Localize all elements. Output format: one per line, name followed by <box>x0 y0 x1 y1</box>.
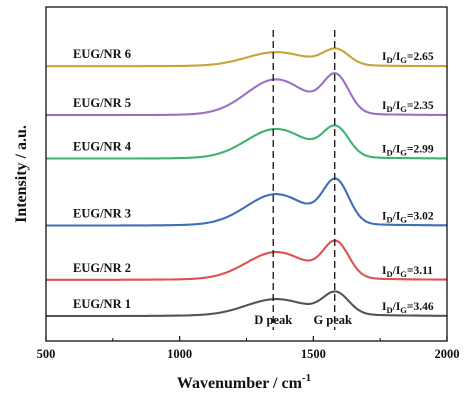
x-axis-label-sup: -1 <box>302 372 311 384</box>
series-line <box>46 177 447 227</box>
d-peak-label: D peak <box>254 313 292 327</box>
series-name-label: EUG/NR 5 <box>73 96 131 110</box>
series-line <box>46 47 447 68</box>
g-peak-label: G peak <box>313 313 352 327</box>
series-name-label: EUG/NR 6 <box>73 47 131 61</box>
ratio-label: ID/IG=2.35 <box>382 100 434 114</box>
x-axis-label-main: Wavenumber / cm <box>177 375 303 392</box>
series-name-label: EUG/NR 4 <box>73 140 132 154</box>
x-axis-ticks: 500 1000 1500 2000 <box>37 336 460 361</box>
ratio-label: ID/IG=3.46 <box>382 301 434 315</box>
x-tick-label: 1000 <box>167 347 192 361</box>
ratio-label: ID/IG=2.99 <box>382 144 434 158</box>
x-tick-label: 1500 <box>301 347 326 361</box>
series-name-label: EUG/NR 3 <box>73 207 131 221</box>
ratio-label: ID/IG=2.65 <box>382 51 434 65</box>
series-line <box>46 290 447 318</box>
series-line <box>46 124 447 160</box>
ratio-label: ID/IG=3.11 <box>382 265 433 279</box>
plot-area: EUG/NR 1 ID/IG=3.46 EUG/NR 2 ID/IG=3.11 EUG/… <box>46 30 447 330</box>
ratio-label: ID/IG=3.02 <box>382 211 434 225</box>
x-tick-label: 500 <box>37 347 56 361</box>
series-line <box>46 72 447 117</box>
x-tick-label: 2000 <box>435 347 460 361</box>
series-line <box>46 239 447 281</box>
series-name-label: EUG/NR 2 <box>73 261 131 275</box>
y-axis-label: Intensity / a.u. <box>13 125 30 223</box>
x-axis-label: Wavenumber / cm-1 <box>177 372 311 392</box>
series-name-label: EUG/NR 1 <box>73 297 131 311</box>
